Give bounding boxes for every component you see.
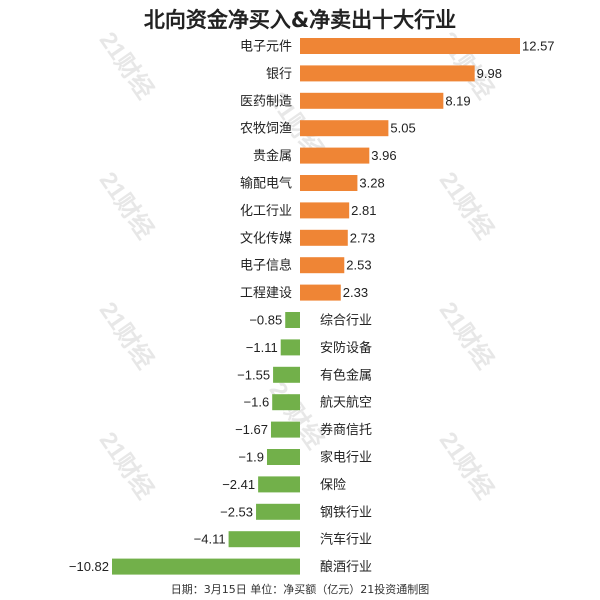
category-label-19: 酿酒行业 [320, 559, 372, 575]
value-label-2: 8.19 [445, 93, 470, 108]
watermark-9: 21财经 [264, 377, 330, 454]
value-label-15: −1.9 [238, 450, 264, 465]
bar-14 [270, 421, 300, 438]
bar-9 [300, 284, 341, 301]
bar-3 [300, 120, 389, 137]
category-label-6: 化工行业 [240, 204, 292, 219]
category-label-17: 钢铁行业 [320, 505, 372, 520]
value-label-4: 3.96 [371, 148, 396, 163]
value-label-12: −1.55 [237, 367, 270, 382]
category-label-10: 综合行业 [320, 314, 372, 329]
value-label-10: −0.85 [249, 313, 282, 328]
value-label-16: −2.41 [222, 477, 255, 492]
bar-16 [258, 476, 300, 493]
bar-10 [285, 312, 300, 328]
value-label-5: 3.28 [359, 176, 384, 191]
category-label-3: 农牧饲渔 [240, 122, 292, 137]
watermark-6: 21财经 [94, 427, 160, 504]
category-label-15: 家电行业 [320, 450, 372, 466]
bar-4 [300, 147, 370, 164]
watermark-4: 21财经 [94, 297, 160, 374]
category-label-18: 汽车行业 [320, 532, 372, 548]
category-label-2: 医药制造 [240, 94, 292, 109]
category-label-16: 保险 [320, 478, 346, 493]
bar-8 [300, 257, 345, 274]
value-label-11: −1.11 [246, 340, 278, 355]
bar-7 [300, 229, 348, 246]
value-label-17: −2.53 [220, 504, 253, 519]
value-label-3: 5.05 [390, 121, 415, 136]
watermark-2: 21财经 [94, 167, 160, 244]
watermark-5: 21财经 [434, 297, 500, 374]
watermark-3: 21财经 [434, 167, 500, 244]
chart-footnote: 日期：3月15日 单位：净买额（亿元）21投资通制图 [171, 582, 430, 596]
value-label-1: 9.98 [477, 66, 502, 81]
category-label-1: 银行 [266, 67, 292, 82]
value-label-9: 2.33 [343, 285, 368, 300]
bar-13 [272, 394, 300, 411]
category-label-5: 输配电气 [240, 176, 292, 192]
category-label-14: 券商信托 [320, 422, 372, 438]
bar-15 [266, 449, 300, 465]
value-label-7: 2.73 [350, 230, 375, 245]
bar-0 [300, 38, 520, 54]
bar-18 [228, 531, 300, 548]
value-label-14: −1.67 [235, 422, 268, 437]
category-label-13: 航天航空 [320, 395, 372, 411]
category-label-12: 有色金属 [320, 367, 372, 383]
value-label-13: −1.6 [244, 395, 270, 410]
watermark-7: 21财经 [434, 427, 500, 504]
bar-19 [112, 558, 300, 575]
category-label-11: 安防设备 [320, 340, 372, 356]
bar-2 [300, 92, 444, 109]
category-label-0: 电子元件 [240, 40, 292, 55]
bar-1 [300, 65, 475, 82]
bar-12 [273, 366, 300, 383]
chart-title: 北向资金净买入&净卖出十大行业 [144, 8, 456, 32]
category-label-8: 电子信息 [240, 258, 292, 274]
bar-5 [300, 175, 358, 191]
bar-6 [300, 202, 350, 219]
value-label-6: 2.81 [351, 203, 376, 218]
category-label-7: 文化传媒 [240, 231, 292, 246]
bar-11 [280, 339, 300, 356]
value-label-8: 2.53 [346, 258, 371, 273]
category-label-4: 贵金属 [253, 148, 292, 164]
bar-17 [256, 503, 300, 520]
category-label-9: 工程建设 [240, 286, 292, 301]
value-label-19: −10.82 [69, 559, 109, 574]
value-label-18: −4.11 [194, 532, 226, 547]
value-label-0: 12.57 [522, 39, 555, 54]
watermark-0: 21财经 [94, 27, 160, 104]
bars-group: 电子元件 12.57 银行 9.98 医药制造 8.19 农牧饲渔 5.05 贵金属 3.96 输配… [69, 38, 555, 575]
